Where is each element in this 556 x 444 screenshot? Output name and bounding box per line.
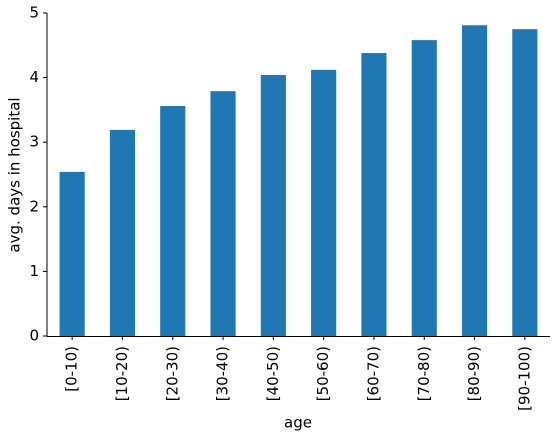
bar — [311, 69, 337, 337]
bar — [361, 53, 387, 336]
x-tick-label: [0-10) — [63, 346, 81, 392]
x-tick-label: [50-60) — [314, 346, 332, 401]
x-axis-title: age — [284, 414, 312, 432]
bar — [512, 29, 538, 337]
x-tick-label: [90-100) — [515, 346, 533, 411]
x-tick-label: [60-70) — [364, 346, 382, 401]
y-tick-label: 3 — [29, 133, 39, 151]
bar — [461, 25, 488, 337]
bar — [59, 171, 85, 336]
bar — [160, 106, 186, 336]
y-axis-title: avg. days in hospital — [6, 97, 24, 252]
x-tick-label: [80-90) — [465, 346, 483, 401]
x-tick-label: [10-20) — [113, 346, 131, 401]
x-tick-label: [20-30) — [163, 346, 181, 401]
y-tick-label: 4 — [29, 68, 39, 86]
bar — [260, 75, 286, 337]
x-tick-label: [70-80) — [415, 346, 433, 401]
x-tick-label: [30-40) — [214, 346, 232, 401]
bar — [109, 129, 136, 336]
bar — [210, 91, 236, 336]
y-tick-label: 5 — [29, 4, 39, 22]
bar — [411, 40, 437, 337]
y-tick-label: 2 — [29, 197, 39, 215]
y-tick-label: 0 — [29, 327, 39, 345]
x-tick-label: [40-50) — [264, 346, 282, 401]
y-tick-label: 1 — [29, 262, 39, 280]
